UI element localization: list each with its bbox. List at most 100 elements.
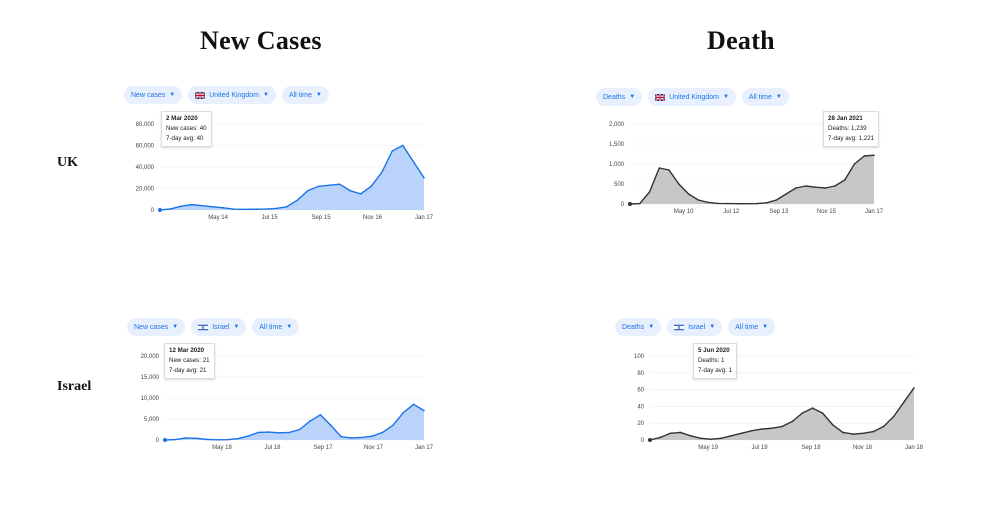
range-dropdown[interactable]: All time ▼	[728, 318, 776, 336]
data-point	[862, 432, 865, 435]
metric-dropdown[interactable]: New cases ▼	[127, 318, 186, 336]
caret-down-icon: ▼	[629, 94, 636, 100]
hover-marker	[163, 438, 167, 442]
data-point	[236, 437, 239, 440]
data-point	[423, 176, 425, 179]
series-area	[650, 387, 914, 440]
caret-down-icon: ▼	[775, 94, 782, 100]
data-point	[275, 207, 277, 210]
data-point	[380, 171, 383, 174]
series-area	[160, 145, 424, 210]
hover-marker	[158, 208, 162, 212]
data-point	[872, 430, 875, 433]
data-point	[689, 435, 692, 437]
data-point	[720, 437, 722, 440]
data-point	[370, 185, 372, 188]
country-dropdown[interactable]: Israel ▼	[191, 318, 247, 336]
data-point	[771, 427, 773, 430]
hover-marker	[648, 438, 652, 442]
data-point	[359, 193, 362, 195]
metric-label: Deaths	[603, 93, 626, 101]
y-tick-label: 2,000	[609, 122, 625, 128]
data-point	[212, 205, 214, 208]
uk-deaths-chart[interactable]: 0 500 1,000 1,500 2,000 May 10 Jul 12 Sep 13 Nov…	[590, 118, 884, 218]
country-dropdown[interactable]: United Kingdom ▼	[188, 86, 276, 104]
range-dropdown[interactable]: All time ▼	[252, 318, 300, 336]
data-point	[298, 428, 301, 431]
x-tick-label: Jul 12	[723, 209, 740, 215]
data-point	[243, 208, 246, 211]
country-dropdown[interactable]: Israel ▼	[667, 318, 723, 336]
tooltip-value: New cases: 40	[166, 125, 207, 132]
tooltip-avg: 7-day avg: 21	[169, 367, 207, 374]
x-tick-label: May 10	[674, 209, 694, 215]
data-point	[169, 208, 172, 210]
x-tick-label: Nov 15	[817, 209, 837, 215]
il-cases-chart[interactable]: 0 5,000 10,000 15,000 20,000 May 18 Jul 18 Sep …	[125, 350, 434, 454]
israel-flag-icon	[198, 323, 209, 331]
death-heading: Death	[707, 26, 775, 55]
il-cases-tooltip: 12 Mar 2020 New cases: 21 7-day avg: 21	[164, 343, 215, 379]
data-point	[278, 432, 280, 434]
data-point	[288, 431, 291, 434]
data-point	[804, 185, 807, 187]
y-tick-label: 15,000	[141, 375, 160, 381]
country-dropdown[interactable]: United Kingdom ▼	[648, 88, 736, 106]
tooltip-value: Deaths: 1	[698, 357, 725, 364]
il-cases-toolbar: New cases ▼ Israel ▼ All time ▼	[127, 318, 300, 336]
series-area	[165, 404, 424, 440]
il-deaths-chart[interactable]: 0 20 40 60 80 100 May 19 Jul 19 Sep 18 Nov 18 Jan …	[610, 350, 924, 454]
data-point	[699, 437, 702, 440]
data-point	[811, 407, 814, 409]
caret-down-icon: ▼	[263, 92, 269, 98]
data-point	[726, 202, 729, 205]
il-deaths-toolbar: Deaths ▼ Israel ▼ All time ▼	[615, 318, 776, 336]
tooltip-value: Deaths: 1,239	[828, 125, 867, 132]
y-tick-label: 0	[151, 208, 155, 214]
data-point	[349, 189, 351, 192]
tooltip-date: 12 Mar 2020	[169, 347, 205, 354]
range-label: All time	[735, 323, 759, 331]
x-tick-label: Jan 17	[865, 209, 884, 215]
range-label: All time	[748, 93, 772, 101]
data-point	[873, 154, 875, 156]
data-point	[412, 160, 415, 163]
tooltip-avg: 7-day avg: 40	[166, 135, 204, 142]
data-point	[903, 401, 905, 403]
data-point	[913, 387, 915, 389]
data-point	[687, 193, 690, 195]
y-tick-label: 40,000	[136, 165, 155, 171]
data-point	[831, 424, 834, 426]
x-tick-label: May 18	[212, 445, 232, 451]
y-tick-label: 40	[637, 404, 644, 410]
y-tick-label: 60	[637, 388, 644, 394]
tooltip-value: New cases: 21	[169, 357, 210, 364]
metric-dropdown[interactable]: Deaths ▼	[596, 88, 643, 106]
israel-flag-icon	[674, 323, 685, 331]
data-point	[765, 202, 768, 204]
data-point	[781, 425, 783, 428]
data-point	[795, 187, 797, 189]
x-tick-label: Jan 17	[415, 445, 434, 451]
metric-dropdown[interactable]: Deaths ▼	[615, 318, 662, 336]
caret-down-icon: ▼	[172, 324, 179, 330]
range-dropdown[interactable]: All time ▼	[281, 86, 329, 104]
data-point	[750, 429, 753, 432]
tooltip-avg: 7-day avg: 1	[698, 367, 733, 374]
data-point	[254, 208, 256, 211]
range-dropdown[interactable]: All time ▼	[741, 88, 789, 106]
uk-cases-toolbar: New cases ▼ United Kingdom ▼ All time ▼	[124, 86, 329, 104]
data-point	[328, 184, 330, 187]
metric-dropdown[interactable]: New cases ▼	[124, 86, 183, 104]
tooltip-avg: 7-day avg: 1,221	[828, 135, 875, 142]
data-point	[317, 185, 320, 188]
x-tick-label: Sep 15	[312, 215, 332, 221]
data-point	[730, 435, 733, 437]
data-point	[814, 186, 817, 188]
data-point	[329, 424, 332, 427]
tooltip-date: 28 Jan 2021	[828, 115, 863, 122]
data-point	[184, 437, 187, 439]
data-point	[412, 403, 415, 406]
y-tick-label: 80	[637, 371, 644, 377]
data-point	[180, 205, 182, 208]
